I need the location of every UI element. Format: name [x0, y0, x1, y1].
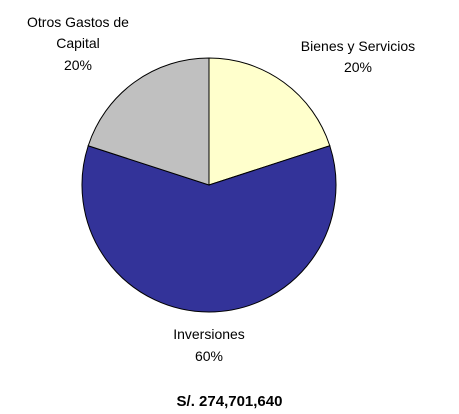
slice-label: Otros Gastos de Capital — [27, 14, 129, 51]
slice-label: Bienes y Servicios — [300, 38, 416, 54]
total-label: S/. 274,701,640 — [176, 393, 283, 410]
slice-percent: 20% — [63, 57, 93, 73]
pie-slice — [81, 145, 337, 313]
slice-percent: 20% — [343, 59, 373, 75]
pie-slice — [208, 57, 331, 186]
pie-slice — [87, 57, 210, 186]
slice-percent: 60% — [194, 348, 224, 364]
slice-label: Inversiones — [173, 326, 245, 342]
